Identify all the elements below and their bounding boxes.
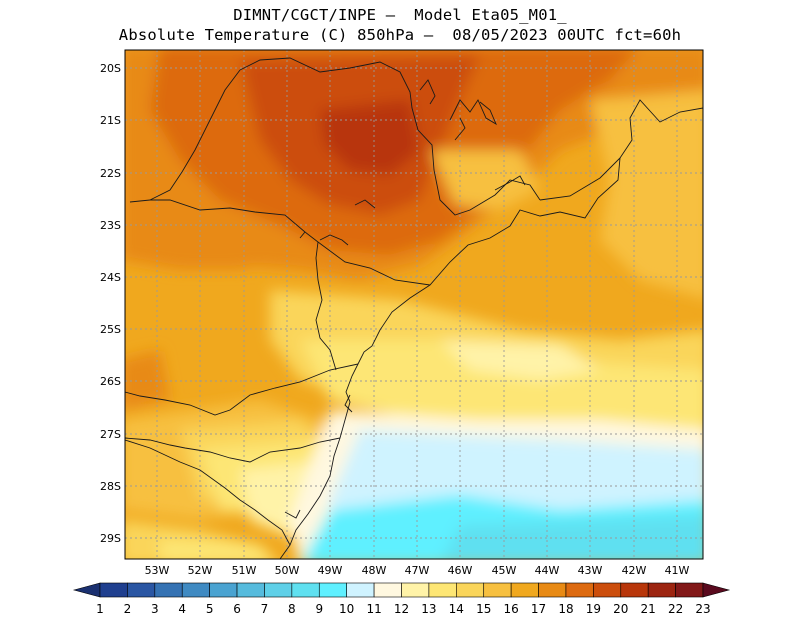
- colorbar-swatch: [620, 582, 649, 598]
- colorbar-label: 5: [206, 602, 214, 616]
- lon-label: 44W: [535, 564, 560, 577]
- coastline: [279, 99, 703, 559]
- lat-label: 28S: [100, 480, 121, 493]
- colorbar-swatch: [99, 582, 128, 598]
- map-title-line2: Absolute Temperature (C) 850hPa — 08/05/…: [118, 26, 682, 44]
- country-border-west: [125, 439, 291, 546]
- lat-label: 29S: [100, 532, 121, 545]
- colorbar-label: 6: [233, 602, 241, 616]
- lon-label: 42W: [622, 564, 647, 577]
- colorbar-label: 1: [96, 602, 104, 616]
- reservoirs: [284, 79, 526, 519]
- political-boundaries: [125, 57, 703, 559]
- lon-label: 53W: [145, 564, 170, 577]
- colorbar-label: 11: [366, 602, 381, 616]
- colorbar-swatch: [647, 582, 676, 598]
- state-border-mg-sp: [239, 57, 541, 216]
- colorbar-swatch: [675, 582, 704, 598]
- lat-label: 22S: [100, 167, 121, 180]
- colorbar-left-arrow: [72, 582, 101, 598]
- lon-label: 41W: [665, 564, 690, 577]
- colorbar-swatch: [428, 582, 457, 598]
- colorbar-label: 16: [503, 602, 518, 616]
- lon-label: 51W: [232, 564, 257, 577]
- colorbar-swatch: [291, 582, 320, 598]
- colorbar-label: 15: [476, 602, 491, 616]
- colorbar-swatch: [538, 582, 567, 598]
- state-border-ms-go: [149, 69, 241, 201]
- colorbar-swatch: [565, 582, 594, 598]
- lat-label: 20S: [100, 62, 121, 75]
- colorbar-swatch: [593, 582, 622, 598]
- colorbar-swatch: [127, 582, 156, 598]
- colorbar-label: 13: [421, 602, 436, 616]
- state-border-mg-rj: [539, 157, 621, 201]
- colorbar-label: 21: [641, 602, 656, 616]
- map-frame: [124, 49, 704, 560]
- colorbar-right-arrow: [702, 582, 731, 598]
- lon-label: 47W: [405, 564, 430, 577]
- colorbar-swatch: [346, 582, 375, 598]
- lon-label: 52W: [188, 564, 213, 577]
- colorbar-label: 8: [288, 602, 296, 616]
- colorbar-swatch: [264, 582, 293, 598]
- colorbar-swatch: [154, 582, 183, 598]
- colorbar-label: 4: [178, 602, 186, 616]
- colorbar: 1 2 3 4 5 6 7 8 9 10 11 12 13 14 15 16 17 18 19 20 21 22 23: [72, 582, 731, 616]
- lon-label: 45W: [492, 564, 517, 577]
- lon-label: 48W: [362, 564, 387, 577]
- graticule: [125, 50, 703, 559]
- colorbar-label: 19: [586, 602, 601, 616]
- colorbar-swatch: [209, 582, 238, 598]
- colorbar-swatch: [401, 582, 430, 598]
- colorbar-label: 17: [531, 602, 546, 616]
- state-border-ms-sp: [129, 199, 306, 233]
- lat-label: 21S: [100, 114, 121, 127]
- colorbar-label: 23: [695, 602, 710, 616]
- map-title-line1: DIMNT/CGCT/INPE — Model Eta05_M01_: [233, 6, 567, 24]
- colorbar-swatch: [510, 582, 539, 598]
- colorbar-swatch: [181, 582, 210, 598]
- colorbar-swatch: [373, 582, 402, 598]
- colorbar-swatch: [236, 582, 265, 598]
- colorbar-label: 3: [151, 602, 159, 616]
- lon-label: 50W: [275, 564, 300, 577]
- colorbar-swatch: [456, 582, 485, 598]
- lon-label: 46W: [448, 564, 473, 577]
- colorbar-label: 2: [124, 602, 132, 616]
- lat-label: 25S: [100, 323, 121, 336]
- lon-label: 43W: [578, 564, 603, 577]
- lat-label: 24S: [100, 271, 121, 284]
- colorbar-label: 10: [339, 602, 354, 616]
- colorbar-label: 22: [668, 602, 683, 616]
- latitude-labels: 20S 21S 22S 23S 24S 25S 26S 27S 28S 29S: [100, 62, 121, 545]
- colorbar-label: 12: [394, 602, 409, 616]
- colorbar-swatch: [483, 582, 512, 598]
- colorbar-label: 20: [613, 602, 628, 616]
- lat-label: 23S: [100, 219, 121, 232]
- colorbar-label: 14: [449, 602, 464, 616]
- lat-label: 26S: [100, 375, 121, 388]
- state-border-west-sp: [315, 241, 337, 371]
- colorbar-label: 7: [261, 602, 269, 616]
- lon-label: 49W: [318, 564, 343, 577]
- colorbar-swatch: [318, 582, 347, 598]
- lat-label: 27S: [100, 428, 121, 441]
- temperature-field: [125, 50, 703, 559]
- colorbar-label: 18: [558, 602, 573, 616]
- longitude-labels: 53W 52W 51W 50W 49W 48W 47W 46W 45W 44W …: [145, 564, 690, 577]
- state-border-pr-sc: [125, 363, 359, 416]
- state-border-sc-rs: [125, 437, 341, 463]
- colorbar-label: 9: [315, 602, 323, 616]
